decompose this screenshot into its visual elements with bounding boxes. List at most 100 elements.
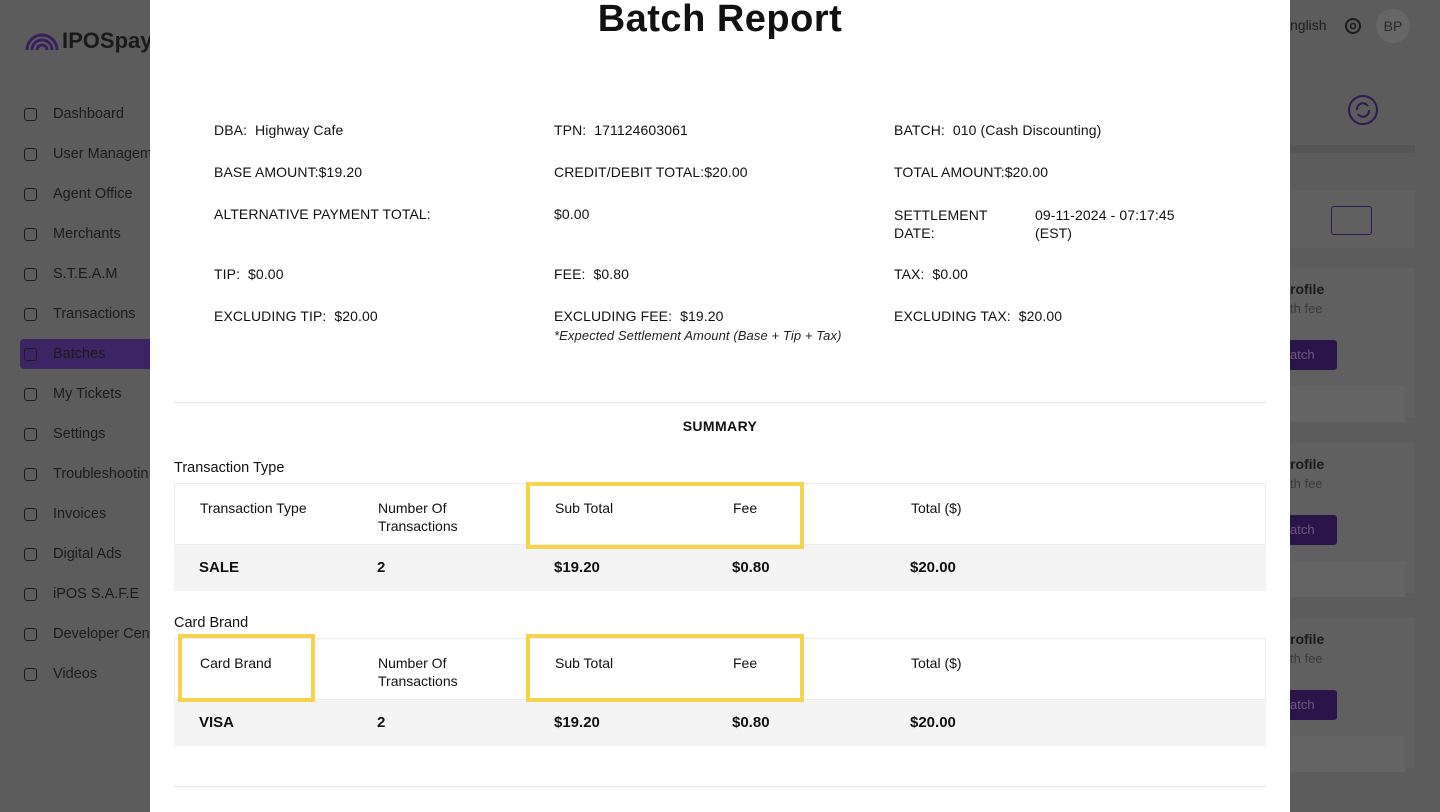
nav-item[interactable]: Settings	[24, 419, 105, 449]
summary-heading: SUMMARY	[682, 418, 758, 434]
logo-text: IPOSpay	[62, 28, 153, 53]
nav-label: Settings	[53, 426, 106, 442]
table-cell: $0.80	[732, 559, 770, 576]
highlight-box	[178, 634, 315, 702]
nav-label: My Tickets	[53, 386, 122, 402]
nav-item[interactable]: Merchants	[24, 219, 121, 249]
info-field: TOTAL AMOUNT:$20.00	[894, 164, 1049, 180]
nav-icon	[24, 187, 37, 201]
nav-item[interactable]: Invoices	[24, 499, 106, 529]
nav-item[interactable]: Dashboard	[24, 99, 124, 129]
nav-item[interactable]: User Managem	[24, 139, 152, 169]
modal-title: Batch Report	[597, 0, 843, 40]
nav-label: Videos	[53, 666, 98, 682]
nav-label: Troubleshootin	[53, 466, 149, 482]
card-subtitle: th fee	[1290, 301, 1323, 316]
highlight-box	[526, 482, 804, 549]
nav-item[interactable]: My Tickets	[24, 379, 121, 409]
info-field: EXCLUDING TAX: $20.00	[894, 308, 1063, 324]
card-strip	[1290, 736, 1405, 772]
card-button[interactable]: atch	[1290, 690, 1337, 720]
settlement-label: SETTLEMENT DATE:	[894, 207, 988, 241]
nav-icon	[24, 467, 37, 481]
nav-icon	[24, 147, 37, 161]
info-field: CREDIT/DEBIT TOTAL:$20.00	[554, 164, 748, 180]
info-field: BATCH: 010 (Cash Discounting)	[894, 122, 1102, 138]
info-field: BASE AMOUNT:$19.20	[214, 164, 363, 180]
table-title: Card Brand	[174, 615, 249, 631]
nav-item[interactable]: Batches	[24, 339, 105, 369]
nav-icon	[24, 387, 37, 401]
filter-button[interactable]	[1331, 206, 1372, 235]
nav-label: Merchants	[53, 226, 121, 242]
info-field: EXCLUDING TIP: $20.00	[214, 308, 378, 324]
nav-label: User Managem	[53, 146, 153, 162]
column-header: Number Of Transactions	[378, 500, 458, 534]
card-title: rofile	[1290, 631, 1325, 647]
avatar[interactable]: BP	[1376, 9, 1410, 43]
nav-icon	[24, 427, 37, 441]
card-subtitle: th fee	[1290, 476, 1323, 491]
table-row: SALE 2 $19.20 $0.80 $20.00	[174, 545, 1266, 591]
divider	[1290, 145, 1415, 153]
table-cell: $19.20	[554, 559, 600, 576]
column-header: Total ($)	[911, 500, 962, 516]
avatar-text: BP	[1383, 18, 1403, 34]
column-header: Total ($)	[911, 655, 962, 671]
card-strip	[1290, 561, 1405, 597]
card-button[interactable]: atch	[1290, 515, 1337, 545]
nav-item[interactable]: Videos	[24, 659, 97, 689]
info-field: TAX: $0.00	[894, 266, 968, 282]
settlement-note: *Expected Settlement Amount (Base + Tip …	[554, 328, 842, 343]
nav-icon	[24, 227, 37, 241]
table-title: Transaction Type	[174, 460, 285, 476]
logo: IPOSpay	[24, 28, 152, 54]
info-field: DBA: Highway Cafe	[214, 122, 344, 138]
nav-item[interactable]: S.T.E.A.M	[24, 259, 117, 289]
nav-icon	[24, 667, 37, 681]
nav-icon	[24, 307, 37, 321]
column-header: Card Brand	[200, 655, 272, 671]
nav-icon	[24, 547, 37, 561]
refresh-icon[interactable]	[1346, 93, 1380, 127]
nav-label: Invoices	[53, 506, 107, 522]
nav-item[interactable]: Agent Office	[24, 179, 133, 209]
column-header: Sub Total	[555, 655, 614, 671]
nav-label: iPOS S.A.F.E	[53, 586, 140, 602]
divider	[174, 786, 1266, 787]
column-header: Number Of Transactions	[378, 655, 458, 689]
info-field: FEE: $0.80	[554, 266, 630, 282]
nav-icon	[24, 587, 37, 601]
language[interactable]: nglish	[1290, 17, 1327, 33]
active-nav-highlight	[20, 339, 160, 369]
filter-bar	[1290, 190, 1415, 248]
nav-icon	[24, 347, 37, 361]
nav-label: Transactions	[53, 306, 136, 322]
nav-item[interactable]: Digital Ads	[24, 539, 122, 569]
table-header: Card Brand Number Of Transactions Sub Tota…	[174, 638, 1266, 700]
nav-label: S.T.E.A.M	[53, 266, 118, 282]
nav-label: Dashboard	[53, 106, 124, 122]
info-field: TIP: $0.00	[214, 266, 284, 282]
info-field: ALTERNATIVE PAYMENT TOTAL:	[214, 206, 431, 222]
table-cell: $20.00	[910, 559, 956, 576]
nav-label: Batches	[53, 346, 106, 362]
card-button[interactable]: atch	[1290, 340, 1337, 370]
nav-item[interactable]: iPOS S.A.F.E	[24, 579, 139, 609]
logo-icon	[25, 33, 59, 51]
nav-label: Developer Cen	[53, 626, 150, 642]
table-cell: 2	[377, 559, 386, 576]
table-row: VISA 2 $19.20 $0.80 $20.00	[174, 700, 1266, 746]
nav-item[interactable]: Transactions	[24, 299, 135, 329]
divider	[174, 402, 1266, 403]
nav-label: Agent Office	[53, 186, 133, 202]
card-title: rofile	[1290, 456, 1325, 472]
settings-icon[interactable]	[1342, 15, 1364, 37]
table-cell: $20.00	[910, 714, 956, 731]
nav-item[interactable]: Developer Cen	[24, 619, 150, 649]
batch-report-modal: Batch Report DBA: Highway Cafe TPN: 17112…	[150, 0, 1290, 812]
nav-label: Digital Ads	[53, 546, 122, 562]
nav-item[interactable]: Troubleshootin	[24, 459, 148, 489]
column-header: Fee	[733, 500, 758, 516]
